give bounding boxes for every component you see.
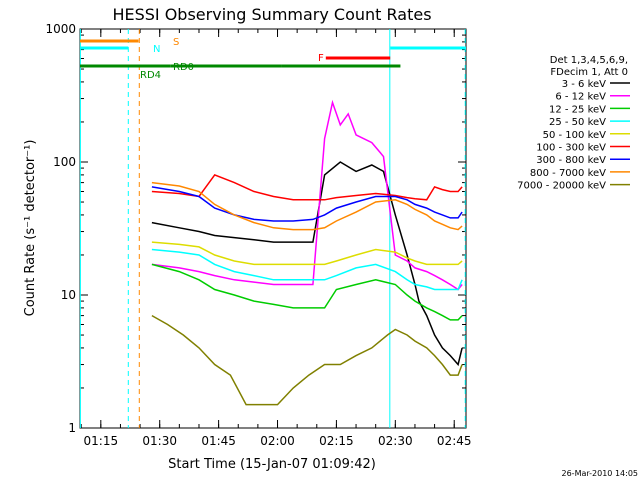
x-tick-label: 01:45 (201, 434, 236, 448)
plot-area (79, 28, 467, 429)
x-tick-label: 01:30 (142, 434, 177, 448)
y-tick-label: 1 (68, 421, 76, 435)
legend-label: 6 - 12 keV (555, 92, 606, 103)
legend-label: 50 - 100 keV (543, 130, 607, 141)
y-tick-label: 10 (61, 288, 76, 302)
series-line (151, 248, 463, 291)
x-axis: 01:15 01:30 01:45 02:00 02:15 02:30 02:45 (80, 29, 472, 448)
flag-label: RD4 (140, 70, 161, 81)
series-line (151, 263, 463, 321)
y-tick-label: 1000 (45, 22, 76, 36)
x-tick-label: 02:45 (437, 434, 472, 448)
series-line (151, 99, 463, 291)
legend-header: Det 1,3,4,5,6,9, (550, 55, 628, 66)
series-line (151, 314, 463, 406)
timestamp: 26-Mar-2010 14:05 (562, 469, 639, 478)
x-tick-label: 01:15 (84, 434, 119, 448)
x-tick-label: 02:15 (319, 434, 354, 448)
series-line (151, 161, 463, 367)
legend-label: 800 - 7000 keV (530, 168, 606, 179)
legend: Det 1,3,4,5,6,9,FDecim 1, Att 03 - 6 keV… (517, 55, 630, 192)
series-line (151, 186, 463, 222)
chart-title: HESSI Observing Summary Count Rates (112, 5, 431, 24)
legend-label: 12 - 25 keV (549, 104, 606, 115)
flag-label: N (153, 44, 160, 55)
series-line (151, 241, 463, 266)
legend-label: 3 - 6 keV (562, 79, 606, 90)
vertical-lines (79, 29, 466, 428)
flag-label: S (173, 37, 179, 48)
legend-label: 300 - 800 keV (536, 155, 606, 166)
series-line (151, 181, 463, 231)
y-axis: 1 10 100 1000 (45, 22, 466, 435)
x-axis-label: Start Time (15-Jan-07 01:09:42) (168, 457, 376, 472)
legend-label: 100 - 300 keV (536, 143, 606, 154)
legend-label: 25 - 50 keV (549, 117, 606, 128)
x-tick-label: 02:30 (378, 434, 413, 448)
legend-header: FDecim 1, Att 0 (550, 67, 628, 78)
legend-label: 7000 - 20000 keV (517, 181, 606, 192)
series-line (151, 173, 463, 201)
flag-label: F (318, 53, 324, 64)
flag-label: RD0 (173, 62, 194, 73)
series-lines (151, 99, 463, 406)
status-flags: S N F RD0 RD4 (80, 37, 466, 81)
y-axis-label: Count Rate (s⁻¹ detector⁻¹) (23, 140, 38, 317)
y-tick-label: 100 (53, 155, 76, 169)
x-tick-label: 02:00 (260, 434, 295, 448)
